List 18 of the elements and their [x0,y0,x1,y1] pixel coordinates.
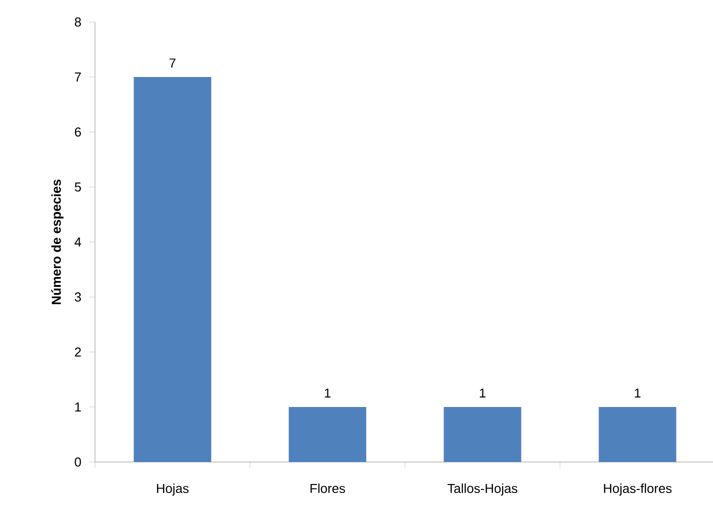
data-label: 1 [480,388,486,398]
y-tick-label: 6 [74,127,81,137]
y-tick-label: 7 [74,72,81,82]
y-tick-label: 8 [74,17,81,27]
data-label: 7 [170,58,176,68]
y-tick-label: 2 [74,347,81,357]
y-tick-label: 1 [75,402,81,412]
y-axis-title: Número de especies [51,180,64,304]
x-tick-label: Flores [310,484,346,494]
x-tick-label: Hojas [157,484,189,496]
x-tick-label: Hojas-flores [604,484,672,496]
data-label: 1 [324,388,330,398]
y-tick-label: 4 [74,238,82,246]
x-tick-label: Tallos-Hojas [448,484,518,496]
y-tick-label: 3 [74,292,81,302]
y-tick-label: 5 [74,182,81,192]
y-tick-label: 0 [74,457,81,467]
data-label: 1 [634,388,640,398]
